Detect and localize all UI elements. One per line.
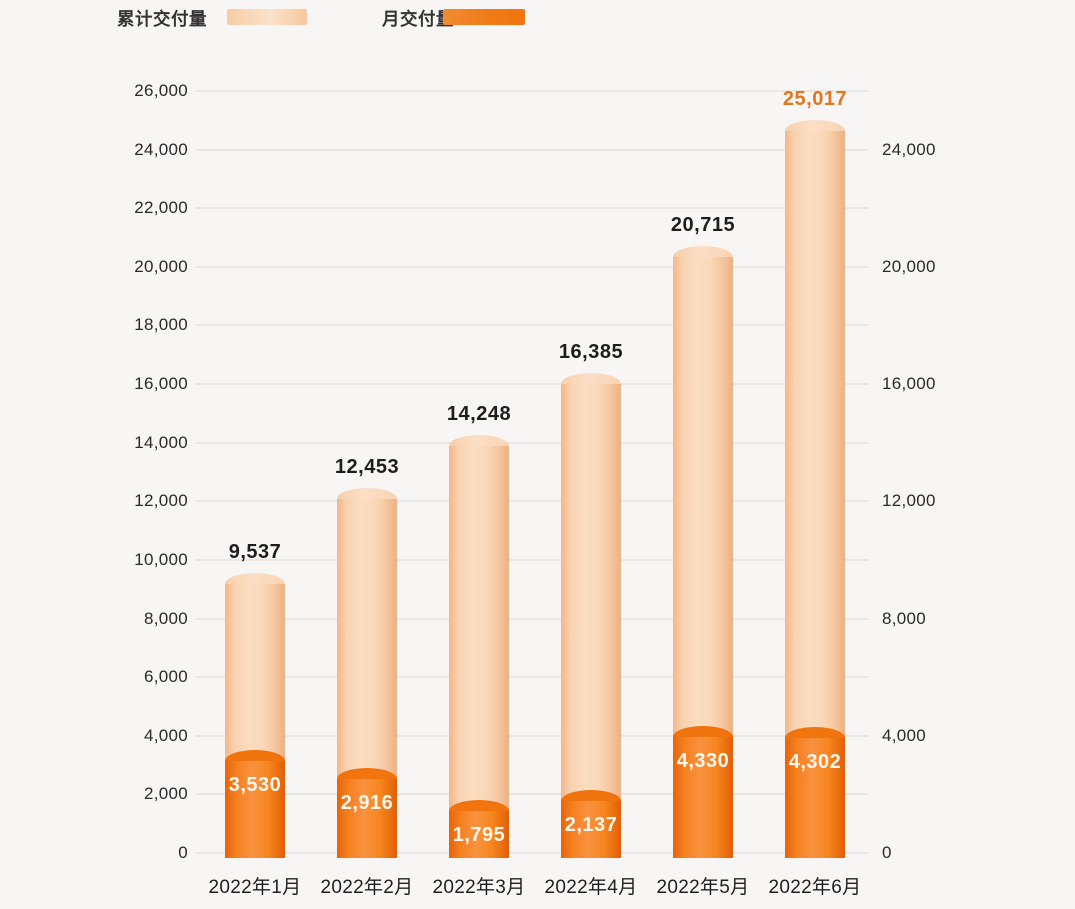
- x-axis-label: 2022年4月: [544, 877, 638, 898]
- legend-label-cumulative: 累计交付量: [117, 9, 207, 29]
- y-axis-label-right: 16,000: [882, 374, 936, 394]
- y-axis-label-left: 16,000: [134, 374, 188, 394]
- gridline: [196, 734, 868, 737]
- cumulative-value-label: 9,537: [228, 541, 282, 564]
- y-axis-label-left: 8,000: [143, 608, 188, 628]
- cumulative-bar-body: [561, 383, 621, 858]
- x-axis-label: 2022年5月: [656, 877, 750, 898]
- gridline: [196, 558, 868, 561]
- monthly-bar: [561, 790, 621, 858]
- monthly-value-label: 4,302: [788, 750, 842, 773]
- gridline: [196, 265, 868, 268]
- gridline: [196, 793, 868, 796]
- monthly-bar-body: [673, 737, 733, 858]
- x-axis-label: 2022年6月: [768, 877, 862, 898]
- y-axis-label-left: 20,000: [134, 256, 188, 276]
- monthly-bar: [337, 767, 397, 858]
- cumulative-value-label: 25,017: [782, 87, 848, 110]
- monthly-value-label: 2,916: [340, 791, 394, 814]
- cumulative-bar: [561, 372, 621, 858]
- gridline: [196, 207, 868, 210]
- gridline: [196, 148, 868, 151]
- gridline: [196, 852, 868, 854]
- y-axis-label-left: 4,000: [143, 725, 188, 745]
- y-axis-label-left: 26,000: [134, 81, 188, 100]
- x-axis-label: 2022年3月: [432, 877, 526, 898]
- gridline: [196, 383, 868, 386]
- y-axis-label-right: 4,000: [882, 725, 927, 745]
- y-axis-label-left: 2,000: [143, 784, 188, 804]
- monthly-value-label: 2,137: [564, 814, 618, 837]
- monthly-bar: [225, 749, 285, 858]
- cumulative-value-label: 20,715: [670, 213, 736, 236]
- y-axis-label-right: 24,000: [882, 139, 936, 159]
- y-axis-label-left: 12,000: [134, 491, 188, 511]
- cumulative-bar-body: [449, 446, 509, 858]
- y-axis-label-left: 6,000: [143, 667, 188, 687]
- gridline: [196, 617, 868, 620]
- monthly-bar-body: [225, 760, 285, 858]
- y-axis-label-right: 20,000: [882, 256, 936, 276]
- x-axis-label: 2022年1月: [208, 877, 302, 898]
- gridline: [196, 324, 868, 327]
- monthly-value-label: 1,795: [452, 824, 506, 847]
- y-axis-label-right: 12,000: [882, 491, 936, 511]
- gridline: [196, 441, 868, 444]
- y-axis-label-left: 24,000: [134, 139, 188, 159]
- legend-swatch-monthly: [443, 9, 525, 25]
- monthly-bar: [449, 800, 509, 858]
- y-axis-label-left: 14,000: [134, 432, 188, 452]
- y-axis-label-left: 18,000: [134, 315, 188, 335]
- y-axis-label-left: 0: [178, 843, 188, 862]
- y-axis-label-left: 10,000: [134, 549, 188, 569]
- gridline: [196, 676, 868, 679]
- gridline: [196, 90, 868, 92]
- y-axis-label-left: 22,000: [134, 198, 188, 218]
- monthly-bar-body: [449, 811, 509, 858]
- monthly-bar: [673, 726, 733, 858]
- y-axis-label-right: 8,000: [882, 608, 927, 628]
- monthly-bar-body: [785, 737, 845, 858]
- monthly-bar-body: [561, 801, 621, 858]
- monthly-bar: [785, 726, 845, 858]
- cumulative-value-label: 14,248: [446, 403, 512, 426]
- x-axis-label: 2022年2月: [320, 877, 414, 898]
- legend-label-monthly: 月交付量: [382, 9, 454, 29]
- monthly-value-label: 4,330: [676, 750, 730, 773]
- gridline: [196, 500, 868, 503]
- legend-swatch-cumulative: [227, 9, 307, 25]
- cumulative-bar: [449, 435, 509, 858]
- y-axis-label-right: 0: [882, 843, 892, 862]
- cumulative-value-label: 16,385: [558, 340, 624, 363]
- cumulative-value-label: 12,453: [334, 456, 400, 479]
- monthly-value-label: 3,530: [228, 773, 282, 796]
- monthly-bar-body: [337, 778, 397, 858]
